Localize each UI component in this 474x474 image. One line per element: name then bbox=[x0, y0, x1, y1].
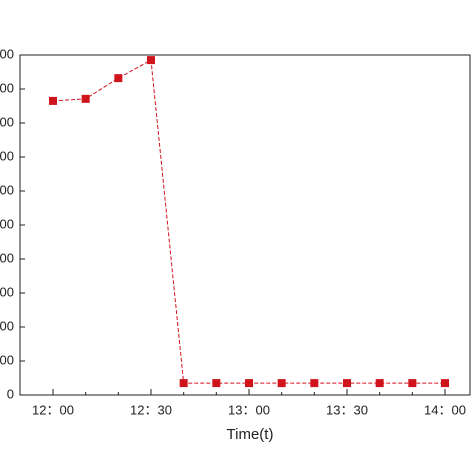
x-tick-label: 13：30 bbox=[326, 402, 368, 417]
x-tick-label: 13：00 bbox=[228, 402, 270, 417]
data-point bbox=[147, 56, 155, 65]
y-tick-label: 00 bbox=[0, 250, 14, 265]
y-tick-label: 00 bbox=[0, 148, 14, 163]
data-point bbox=[441, 379, 449, 388]
y-tick-label: 00 bbox=[0, 114, 14, 129]
y-tick-label: 00 bbox=[0, 284, 14, 299]
data-point bbox=[49, 96, 57, 105]
data-point bbox=[179, 379, 188, 388]
y-tick-label: 00 bbox=[0, 352, 14, 367]
x-tick-label: 12：30 bbox=[130, 402, 172, 417]
data-point bbox=[310, 379, 319, 388]
data-point bbox=[212, 379, 221, 388]
data-point bbox=[277, 379, 286, 388]
data-point bbox=[408, 379, 417, 388]
data-point bbox=[114, 74, 123, 83]
data-point bbox=[245, 379, 253, 388]
x-axis-label: Time(t) bbox=[227, 426, 274, 443]
x-tick-label: 14：00 bbox=[424, 402, 466, 417]
y-tick-label: 00 bbox=[0, 46, 14, 61]
y-tick-label: 00 bbox=[0, 216, 14, 231]
data-point bbox=[375, 379, 384, 388]
y-tick-label: 00 bbox=[0, 80, 14, 95]
data-line bbox=[52, 59, 445, 384]
data-point bbox=[81, 94, 90, 103]
data-point bbox=[343, 379, 351, 388]
y-tick-label: 00 bbox=[0, 182, 14, 197]
x-tick-label: 12：00 bbox=[32, 402, 74, 417]
y-tick-label: 00 bbox=[0, 318, 14, 333]
plot-frame bbox=[19, 54, 471, 396]
y-tick-label: 0 bbox=[7, 386, 14, 401]
